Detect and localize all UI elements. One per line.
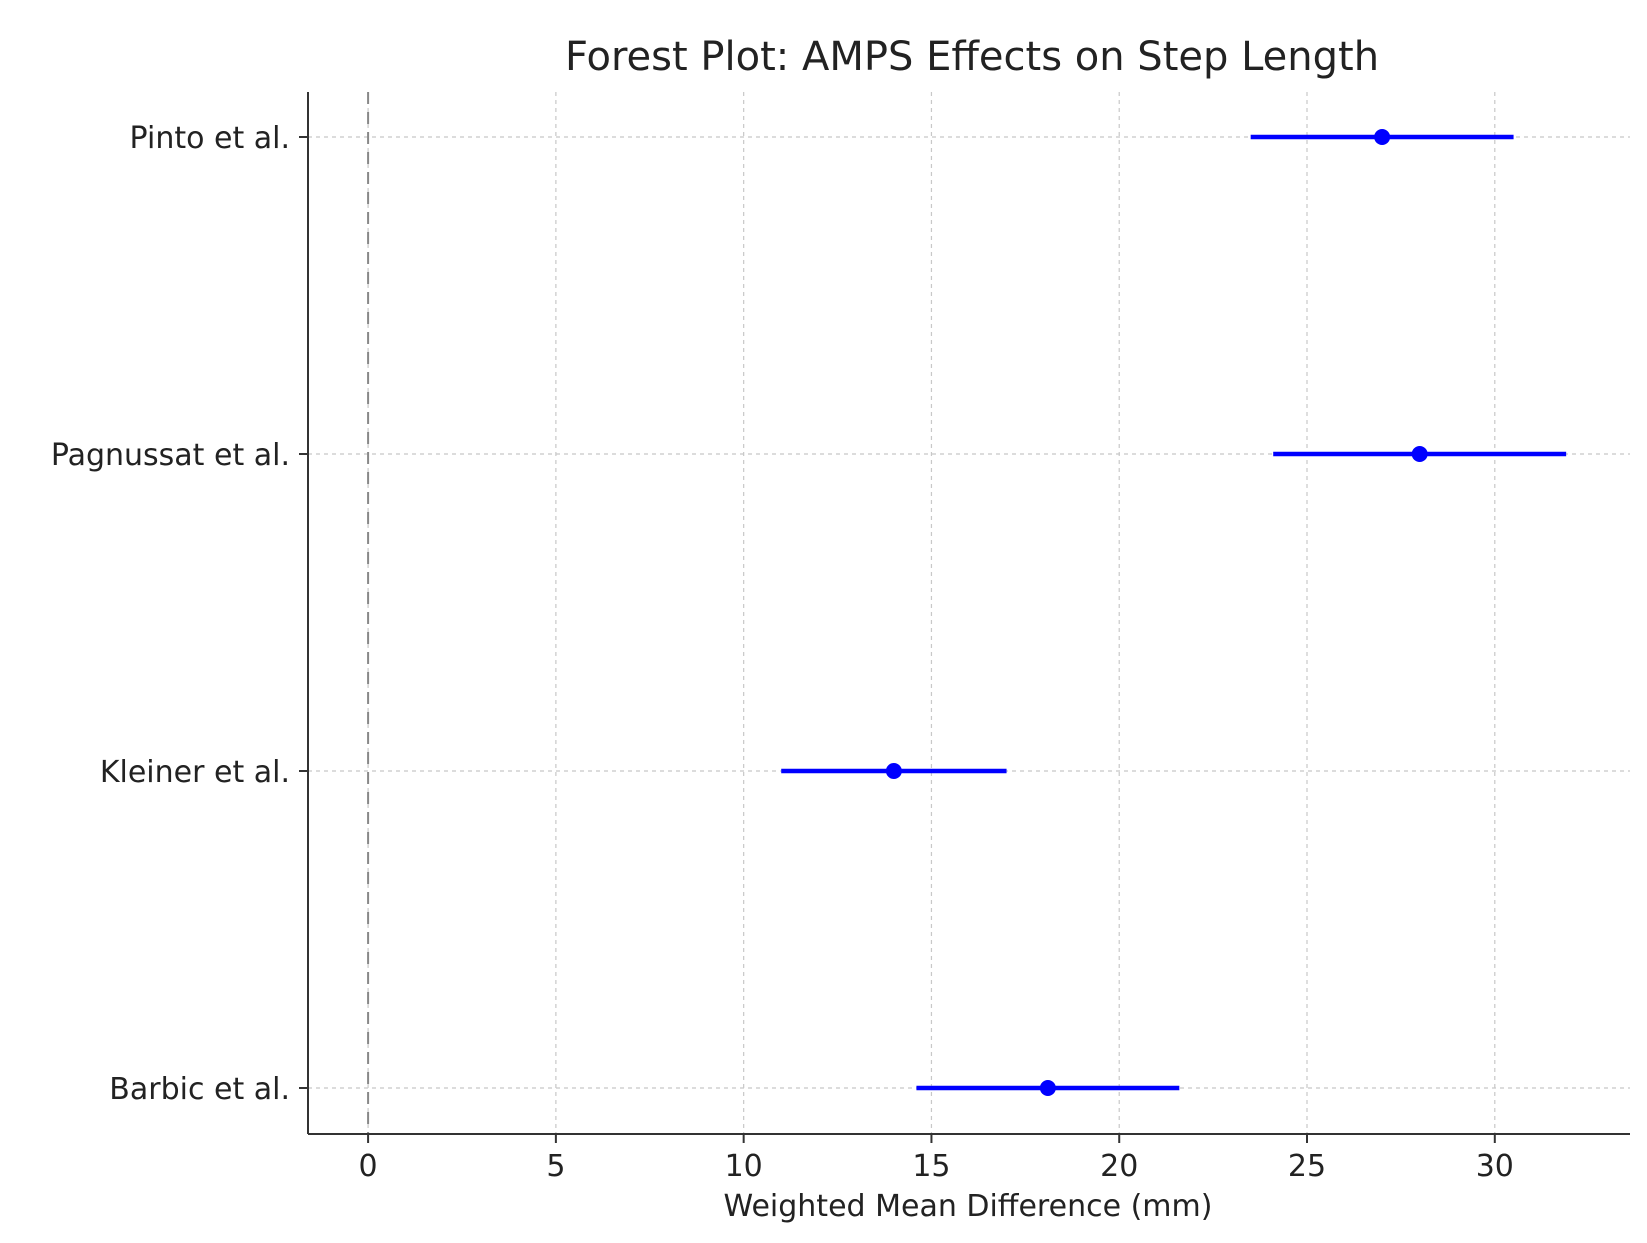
study-label-1: Pagnussat et al. bbox=[51, 438, 290, 473]
marks-layer bbox=[781, 129, 1567, 1096]
x-tick-label-1: 5 bbox=[546, 1149, 565, 1184]
x-tick-layer: 0 5 10 15 20 25 30 bbox=[359, 1134, 1514, 1184]
x-tick-label-5: 25 bbox=[1288, 1149, 1326, 1184]
point-estimate-2 bbox=[885, 763, 902, 779]
axes-layer bbox=[307, 92, 1630, 1135]
study-label-3: Barbic et al. bbox=[109, 1072, 290, 1107]
point-estimate-0 bbox=[1374, 129, 1391, 145]
point-estimate-3 bbox=[1039, 1080, 1056, 1096]
x-tick-label-4: 20 bbox=[1100, 1149, 1138, 1184]
study-label-0: Pinto et al. bbox=[130, 121, 290, 156]
point-estimate-1 bbox=[1411, 446, 1428, 462]
x-tick-label-0: 0 bbox=[359, 1149, 378, 1184]
x-tick-label-2: 10 bbox=[725, 1149, 763, 1184]
x-tick-label-3: 15 bbox=[912, 1149, 950, 1184]
x-axis-label: Weighted Mean Difference (mm) bbox=[724, 1189, 1213, 1224]
grid-layer bbox=[308, 92, 1630, 1134]
study-label-2: Kleiner et al. bbox=[100, 755, 290, 790]
y-tick-layer: Pinto et al. Pagnussat et al. Kleiner et a… bbox=[51, 121, 308, 1107]
x-tick-label-6: 30 bbox=[1476, 1149, 1514, 1184]
chart-title: Forest Plot: AMPS Effects on Step Length bbox=[565, 34, 1379, 80]
